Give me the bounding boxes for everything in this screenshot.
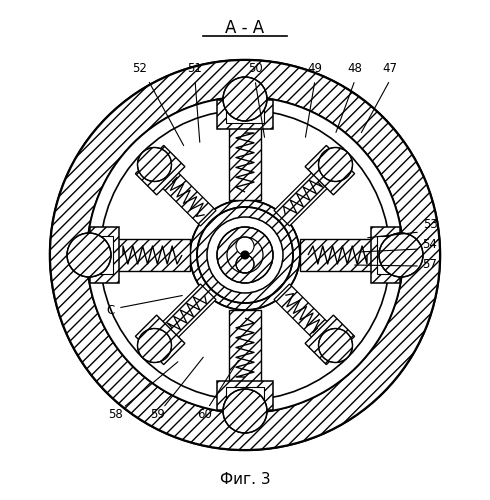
Polygon shape xyxy=(226,107,264,123)
Polygon shape xyxy=(305,146,355,195)
Circle shape xyxy=(236,237,254,255)
Polygon shape xyxy=(274,284,329,339)
Circle shape xyxy=(217,227,273,283)
Text: 53: 53 xyxy=(422,218,438,232)
Polygon shape xyxy=(97,236,113,274)
Wedge shape xyxy=(50,60,440,450)
Circle shape xyxy=(138,328,172,362)
Polygon shape xyxy=(161,284,216,339)
Circle shape xyxy=(67,233,111,277)
Circle shape xyxy=(138,148,172,182)
Circle shape xyxy=(379,233,423,277)
Polygon shape xyxy=(217,100,273,129)
Circle shape xyxy=(207,217,283,293)
Polygon shape xyxy=(135,315,185,364)
Text: 49: 49 xyxy=(308,62,322,74)
Polygon shape xyxy=(371,227,400,283)
Text: 58: 58 xyxy=(108,408,122,422)
Text: 48: 48 xyxy=(347,62,363,74)
Polygon shape xyxy=(377,236,393,274)
Text: C: C xyxy=(106,304,114,316)
Polygon shape xyxy=(274,171,329,226)
Polygon shape xyxy=(135,146,185,195)
Text: Фиг. 3: Фиг. 3 xyxy=(220,472,270,488)
Circle shape xyxy=(236,255,254,273)
Text: 50: 50 xyxy=(247,62,262,74)
Polygon shape xyxy=(226,387,264,403)
Text: 52: 52 xyxy=(133,62,147,74)
Circle shape xyxy=(197,207,293,303)
Circle shape xyxy=(241,251,249,259)
Circle shape xyxy=(223,389,267,433)
Polygon shape xyxy=(305,315,355,364)
Circle shape xyxy=(223,77,267,121)
Circle shape xyxy=(318,148,352,182)
Polygon shape xyxy=(300,239,375,271)
Text: 54: 54 xyxy=(422,238,438,252)
Text: 59: 59 xyxy=(150,408,166,422)
Polygon shape xyxy=(229,310,261,385)
Text: 47: 47 xyxy=(383,62,397,74)
Polygon shape xyxy=(90,227,119,283)
Circle shape xyxy=(318,328,352,362)
Polygon shape xyxy=(115,239,190,271)
Text: 51: 51 xyxy=(188,62,202,74)
Circle shape xyxy=(50,60,440,450)
Text: 60: 60 xyxy=(197,408,213,422)
Circle shape xyxy=(190,200,300,310)
Polygon shape xyxy=(229,125,261,200)
Text: А - А: А - А xyxy=(225,19,265,37)
Text: 57: 57 xyxy=(422,258,438,272)
Circle shape xyxy=(87,97,403,413)
Polygon shape xyxy=(161,171,216,226)
Polygon shape xyxy=(217,381,273,410)
